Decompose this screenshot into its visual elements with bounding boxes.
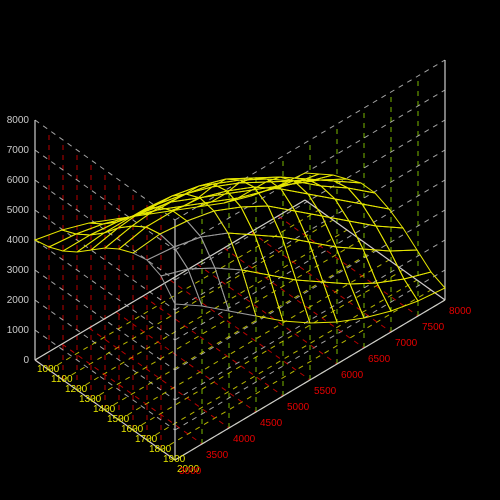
surface-plot: 0100020003000400050006000700080001000110… (0, 0, 500, 500)
y-tick-label: 4000 (233, 434, 256, 445)
y-tick-label: 5500 (314, 386, 337, 397)
y-tick-label: 8000 (449, 306, 472, 317)
z-tick-label: 1000 (7, 325, 30, 336)
z-tick-label: 0 (23, 355, 29, 366)
z-tick-label: 6000 (7, 175, 30, 186)
plot-background (0, 0, 500, 500)
z-tick-label: 2000 (7, 295, 30, 306)
z-tick-label: 4000 (7, 235, 30, 246)
y-tick-label: 5000 (287, 402, 310, 413)
y-tick-label: 6000 (341, 370, 364, 381)
z-tick-label: 3000 (7, 265, 30, 276)
y-tick-label: 3000 (179, 466, 202, 477)
y-tick-label: 6500 (368, 354, 391, 365)
y-tick-label: 7500 (422, 322, 445, 333)
z-tick-label: 8000 (7, 115, 30, 126)
y-tick-label: 3500 (206, 450, 229, 461)
y-tick-label: 4500 (260, 418, 283, 429)
y-tick-label: 7000 (395, 338, 418, 349)
z-tick-label: 7000 (7, 145, 30, 156)
z-tick-label: 5000 (7, 205, 30, 216)
